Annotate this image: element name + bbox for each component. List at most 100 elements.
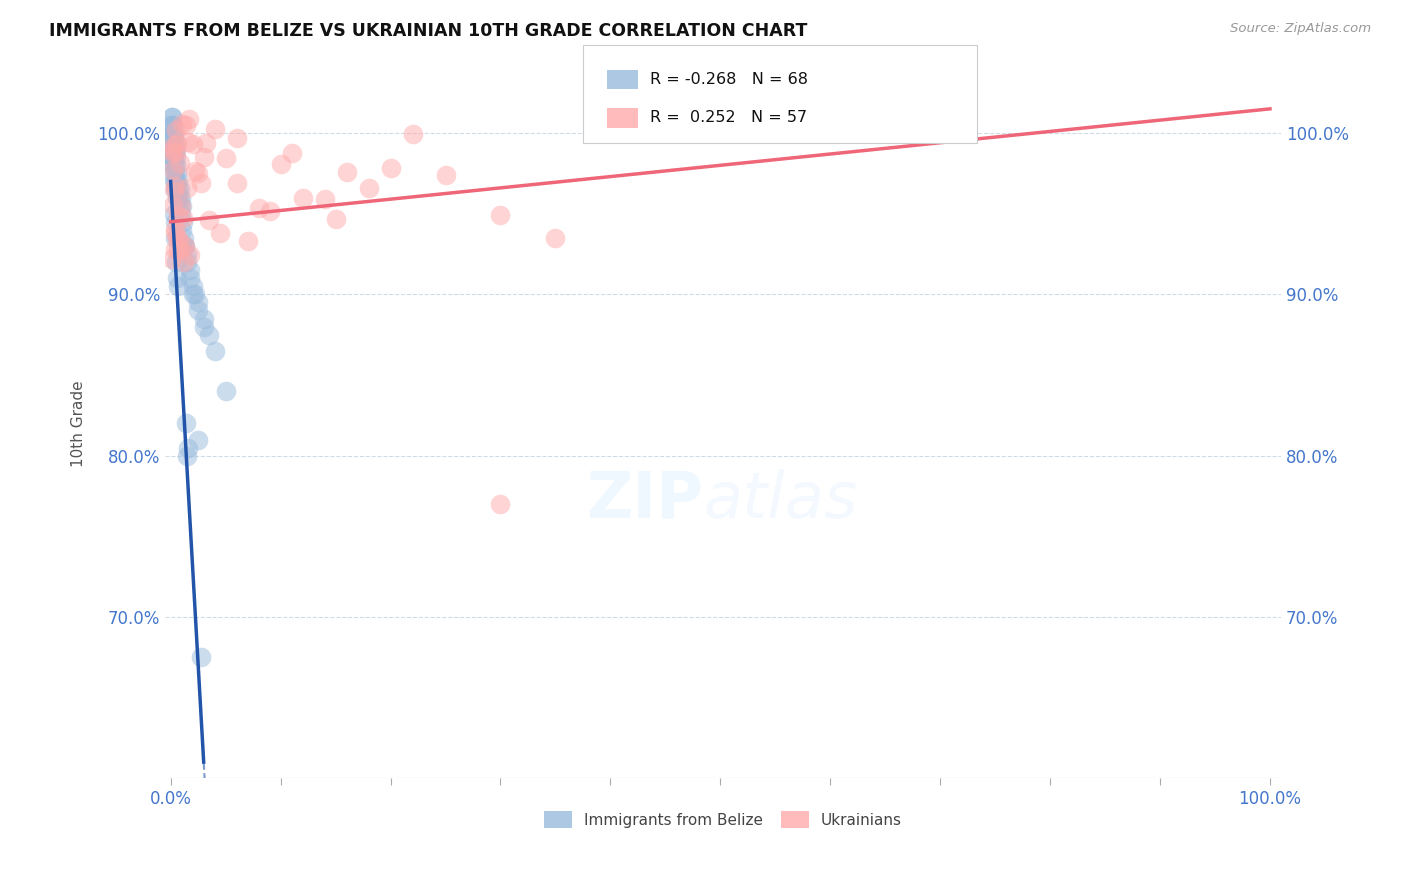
Point bbox=[160, 110, 183, 124]
Point bbox=[162, 118, 184, 132]
Point bbox=[167, 182, 190, 196]
Point bbox=[314, 192, 336, 206]
Point bbox=[184, 164, 207, 178]
Text: R = -0.268   N = 68: R = -0.268 N = 68 bbox=[650, 72, 807, 87]
Point bbox=[165, 227, 187, 241]
Point bbox=[160, 134, 183, 148]
Point bbox=[163, 134, 186, 148]
Point bbox=[165, 123, 187, 137]
Point bbox=[163, 174, 186, 188]
Legend: Immigrants from Belize, Ukrainians: Immigrants from Belize, Ukrainians bbox=[538, 805, 908, 834]
Point bbox=[165, 179, 187, 194]
Point bbox=[173, 239, 195, 253]
Point bbox=[198, 212, 221, 227]
Point bbox=[215, 152, 238, 166]
Point bbox=[165, 142, 187, 156]
Point bbox=[194, 136, 217, 150]
Point bbox=[166, 166, 188, 180]
Point bbox=[169, 199, 191, 213]
Point bbox=[544, 231, 567, 245]
Point bbox=[160, 118, 183, 132]
Point bbox=[184, 287, 207, 301]
Point bbox=[177, 135, 200, 149]
Point bbox=[163, 222, 186, 236]
Point bbox=[190, 650, 212, 665]
Text: ZIP: ZIP bbox=[586, 468, 703, 531]
Point bbox=[401, 127, 423, 141]
Point bbox=[160, 118, 183, 132]
Point bbox=[172, 211, 194, 226]
Point bbox=[176, 180, 198, 194]
Point bbox=[163, 207, 186, 221]
Point bbox=[174, 417, 197, 431]
Y-axis label: 10th Grade: 10th Grade bbox=[72, 380, 86, 467]
Point bbox=[174, 239, 197, 253]
Point bbox=[193, 319, 215, 334]
Point bbox=[167, 233, 190, 247]
Point bbox=[380, 161, 402, 175]
Point bbox=[169, 155, 191, 169]
Point bbox=[357, 180, 380, 194]
Point bbox=[174, 118, 197, 132]
Point bbox=[165, 158, 187, 172]
Point bbox=[163, 215, 186, 229]
Point bbox=[193, 150, 215, 164]
Point bbox=[291, 191, 314, 205]
Text: IMMIGRANTS FROM BELIZE VS UKRAINIAN 10TH GRADE CORRELATION CHART: IMMIGRANTS FROM BELIZE VS UKRAINIAN 10TH… bbox=[49, 22, 807, 40]
Point bbox=[247, 201, 270, 215]
Point bbox=[187, 433, 209, 447]
Point bbox=[225, 177, 247, 191]
Point bbox=[489, 497, 512, 511]
Point bbox=[170, 199, 193, 213]
Point bbox=[165, 255, 187, 269]
Point bbox=[193, 311, 215, 326]
Point bbox=[170, 117, 193, 131]
Point bbox=[236, 235, 259, 249]
Point bbox=[434, 168, 457, 182]
Point bbox=[165, 134, 187, 148]
Point bbox=[165, 150, 187, 164]
Point bbox=[163, 183, 186, 197]
Point bbox=[225, 130, 247, 145]
Point bbox=[165, 145, 187, 159]
Point bbox=[167, 209, 190, 223]
Point bbox=[176, 255, 198, 269]
Point bbox=[166, 174, 188, 188]
Point bbox=[181, 287, 204, 301]
Point bbox=[162, 150, 184, 164]
Point bbox=[163, 166, 186, 180]
Point bbox=[160, 142, 183, 156]
Point bbox=[163, 138, 186, 153]
Point bbox=[166, 271, 188, 285]
Point bbox=[169, 242, 191, 256]
Point bbox=[170, 190, 193, 204]
Point bbox=[209, 226, 232, 240]
Point bbox=[165, 174, 187, 188]
Point bbox=[177, 441, 200, 455]
Point bbox=[176, 449, 198, 463]
Point bbox=[325, 212, 347, 227]
Point bbox=[163, 126, 186, 140]
Point bbox=[160, 150, 183, 164]
Point bbox=[160, 158, 183, 172]
Point bbox=[165, 182, 187, 196]
Point bbox=[169, 207, 191, 221]
Point bbox=[167, 242, 190, 256]
Point bbox=[179, 248, 201, 262]
Point bbox=[170, 199, 193, 213]
Point bbox=[172, 215, 194, 229]
Point bbox=[162, 163, 184, 178]
Point bbox=[163, 142, 186, 156]
Point bbox=[160, 143, 183, 157]
Text: atlas: atlas bbox=[703, 468, 858, 531]
Point bbox=[179, 263, 201, 277]
Point bbox=[160, 126, 183, 140]
Point bbox=[173, 231, 195, 245]
Point bbox=[187, 303, 209, 318]
Point bbox=[163, 150, 186, 164]
Point bbox=[166, 190, 188, 204]
Point bbox=[181, 279, 204, 293]
Point bbox=[187, 166, 209, 180]
Point bbox=[162, 146, 184, 161]
Point bbox=[204, 343, 226, 358]
